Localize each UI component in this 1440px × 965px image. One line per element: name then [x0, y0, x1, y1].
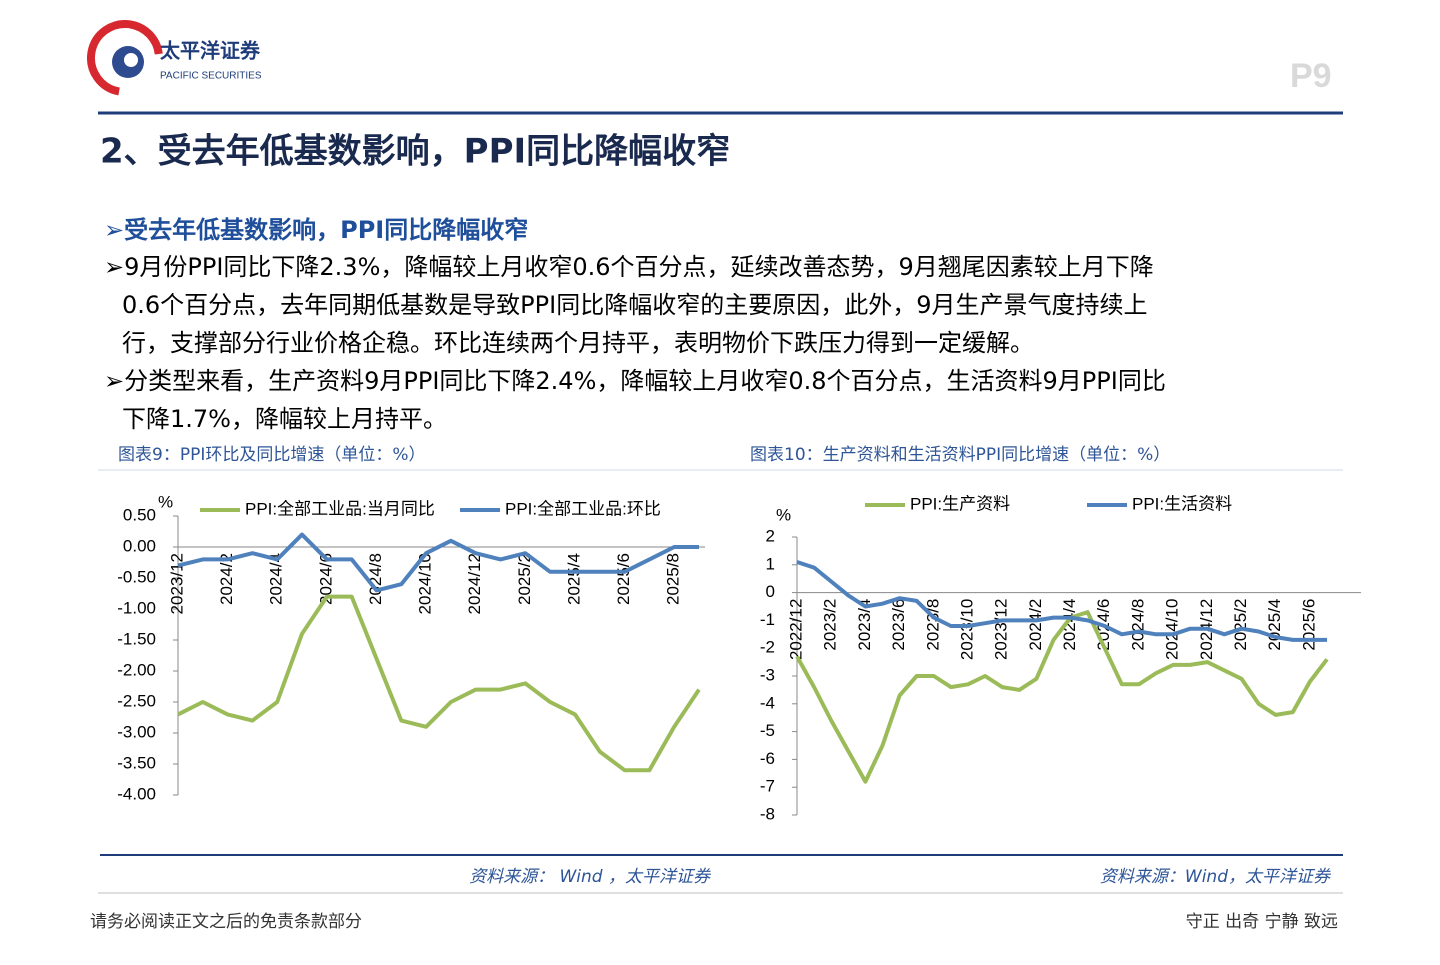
y-tick-label: -4	[760, 693, 775, 712]
charts: 图表9：PPI环比及同比增速（单位：%）资料来源： Wind ，太平洋证券%0.…	[117, 445, 1361, 887]
x-tick-label: 2025/2	[1231, 599, 1250, 651]
legend-label: PPI:生产资料	[910, 494, 1010, 513]
y-tick-label: 0.00	[123, 536, 156, 555]
y-unit: %	[158, 492, 173, 511]
x-tick-label: 2025/6	[1299, 599, 1318, 651]
x-tick-label: 2023/2	[821, 599, 840, 651]
y-tick-label: -1.50	[117, 629, 156, 648]
body: ➢9月份PPI同比下降2.3%，降幅较上月收窄0.6个百分点，延续改善态势，9月…	[104, 253, 1166, 433]
x-tick-label: 2023/10	[957, 599, 976, 660]
y-tick-label: 1	[766, 554, 775, 573]
y-tick-label: -2.00	[117, 660, 156, 679]
body-line: 下降1.7%，降幅较上月持平。	[122, 405, 447, 433]
y-tick-label: -1	[760, 610, 775, 629]
x-tick-label: 2024/4	[267, 553, 286, 605]
slide-title: 2、受去年低基数影响，PPI同比降幅收窄	[100, 132, 730, 172]
y-tick-label: -3	[760, 665, 775, 684]
legend-label: PPI:全部工业品:环比	[505, 499, 661, 518]
legend-label: PPI:全部工业品:当月同比	[245, 499, 435, 518]
x-tick-label: 2023/4	[855, 599, 874, 651]
x-tick-label: 2025/4	[1265, 599, 1284, 651]
body-line: 行，支撑部分行业价格企稳。环比连续两个月持平，表明物价下跌压力得到一定缓解。	[122, 329, 1034, 357]
footer-left: 请务必阅读正文之后的免责条款部分	[90, 912, 362, 932]
legend-label: PPI:生活资料	[1132, 494, 1232, 513]
y-tick-label: -3.00	[117, 722, 156, 741]
x-tick-label: 2024/10	[416, 553, 435, 614]
x-tick-label: 2024/2	[217, 553, 236, 605]
y-tick-label: -8	[760, 804, 775, 823]
body-line: ➢9月份PPI同比下降2.3%，降幅较上月收窄0.6个百分点，延续改善态势，9月…	[104, 253, 1154, 281]
x-tick-label: 2025/4	[564, 553, 583, 605]
y-tick-label: 0.50	[123, 505, 156, 524]
y-tick-label: -5	[760, 721, 775, 740]
y-tick-label: -1.00	[117, 598, 156, 617]
footer-right: 守正 出奇 宁静 致远	[1186, 912, 1338, 932]
series-line	[795, 610, 1329, 784]
chart-title: 图表9：PPI环比及同比增速（单位：%）	[118, 445, 426, 465]
x-tick-label: 2024/12	[465, 553, 484, 614]
x-tick-label: 2024/8	[1128, 599, 1147, 651]
x-tick-label: 2024/8	[366, 553, 385, 605]
x-tick-label: 2024/6	[316, 553, 335, 605]
series-line	[796, 560, 1327, 642]
y-unit: %	[776, 505, 791, 524]
series-line	[177, 532, 699, 593]
y-tick-label: -4.00	[117, 784, 156, 803]
chart-source: 资料来源： Wind ，太平洋证券	[469, 867, 712, 887]
x-tick-label: 2025/6	[614, 553, 633, 605]
y-tick-label: -6	[760, 749, 775, 768]
x-tick-label: 2024/10	[1163, 599, 1182, 660]
y-tick-label: -2	[760, 638, 775, 657]
chart: 图表9：PPI环比及同比增速（单位：%）资料来源： Wind ，太平洋证券%0.…	[117, 445, 712, 887]
x-tick-label: 2024/2	[1026, 599, 1045, 651]
series-line	[177, 594, 701, 773]
x-tick-label: 2022/12	[786, 599, 805, 660]
y-tick-label: 0	[766, 582, 775, 601]
x-tick-label: 2023/6	[889, 599, 908, 651]
logo	[87, 20, 163, 96]
x-tick-label: 2023/12	[167, 553, 186, 614]
brand-en: PACIFIC SECURITIES	[160, 71, 262, 82]
y-tick-label: -3.50	[117, 753, 156, 772]
y-tick-label: -7	[760, 777, 775, 796]
heading: ➢受去年低基数影响，PPI同比降幅收窄	[104, 216, 528, 244]
x-tick-label: 2025/2	[515, 553, 534, 605]
x-tick-label: 2024/4	[1060, 599, 1079, 651]
y-tick-label: -2.50	[117, 691, 156, 710]
x-tick-label: 2025/8	[664, 553, 683, 605]
body-line: ➢分类型来看，生产资料9月PPI同比下降2.4%，降幅较上月收窄0.8个百分点，…	[104, 367, 1166, 395]
page-number: P9	[1290, 57, 1332, 95]
x-tick-label: 2023/12	[992, 599, 1011, 660]
chart: 图表10：生产资料和生活资料PPI同比增速（单位：%） 资料来源：Wind，太平洋…	[750, 445, 1361, 887]
x-tick-label: 2023/8	[923, 599, 942, 651]
y-tick-label: -0.50	[117, 567, 156, 586]
body-line: 0.6个百分点，去年同期低基数是导致PPI同比降幅收窄的主要原因，此外，9月生产…	[122, 291, 1147, 319]
chart-title: 图表10：生产资料和生活资料PPI同比增速（单位：%）	[750, 445, 1170, 465]
chart-source: 资料来源：Wind，太平洋证券	[1100, 867, 1332, 887]
y-tick-label: 2	[766, 526, 775, 545]
brand: 太平洋证券	[160, 39, 261, 63]
